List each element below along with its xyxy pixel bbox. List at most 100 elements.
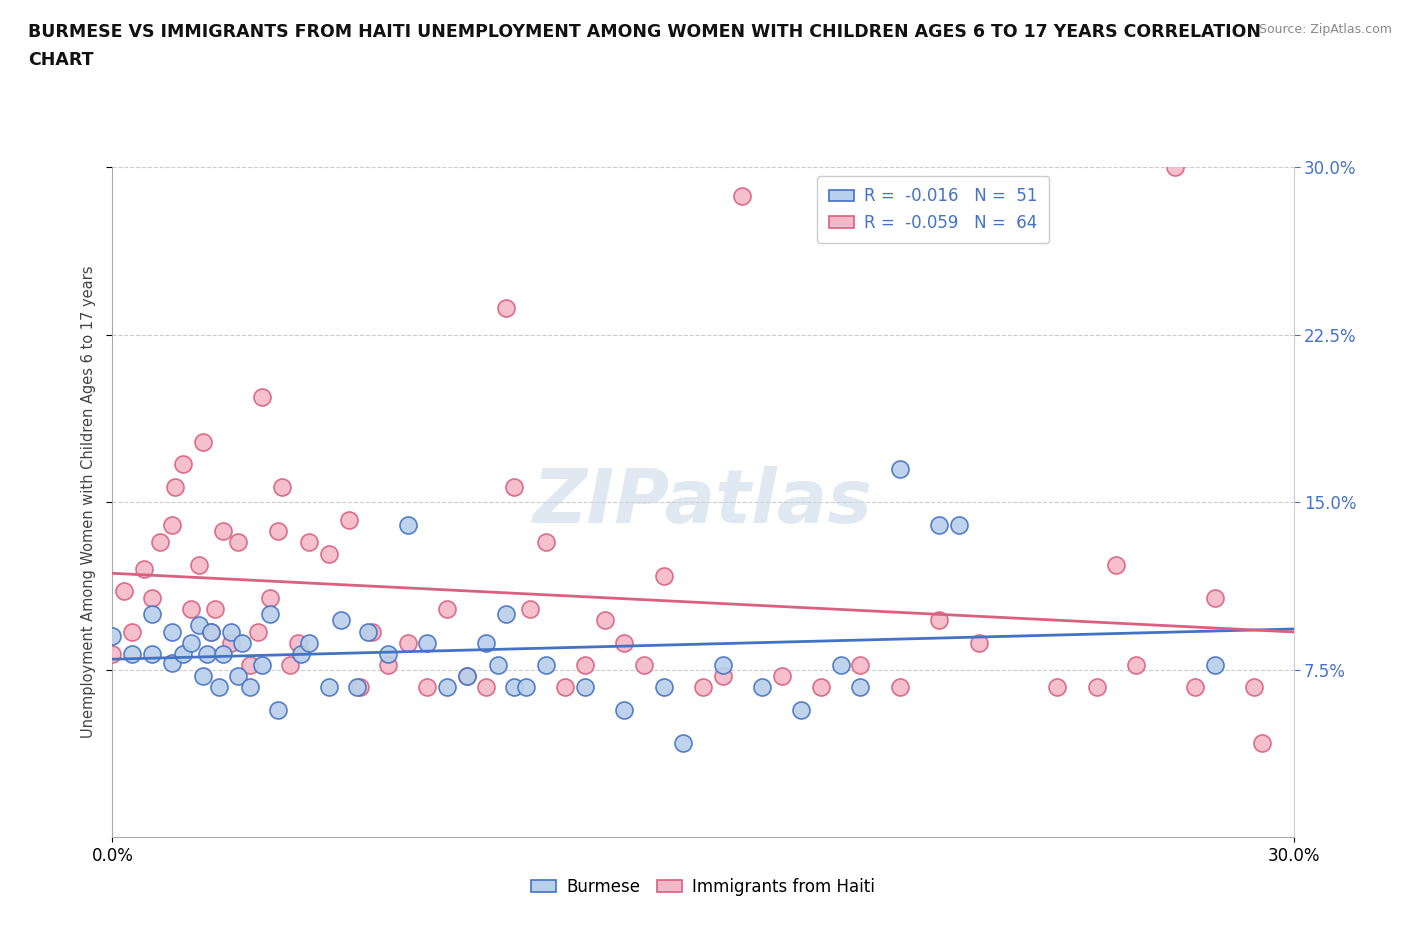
Point [928, 613, 950, 628]
Point [160, 624, 183, 639]
Point [121, 646, 143, 661]
Point [574, 680, 596, 695]
Point [141, 591, 163, 605]
Y-axis label: Unemployment Among Women with Children Ages 6 to 17 years: Unemployment Among Women with Children A… [80, 266, 96, 738]
Point [290, 646, 312, 661]
Point [416, 635, 439, 650]
Point [633, 658, 655, 672]
Point [267, 702, 290, 717]
Point [259, 591, 281, 605]
Point [247, 624, 270, 639]
Point [172, 646, 194, 661]
Point [1243, 680, 1265, 695]
Point [278, 658, 301, 672]
Point [1105, 557, 1128, 572]
Point [228, 669, 250, 684]
Point [486, 658, 509, 672]
Point [751, 680, 773, 695]
Point [219, 624, 242, 639]
Point [141, 606, 163, 621]
Point [211, 524, 233, 538]
Text: ZIPatlas: ZIPatlas [533, 466, 873, 538]
Point [180, 635, 202, 650]
Text: CHART: CHART [28, 51, 94, 69]
Point [456, 669, 478, 684]
Point [329, 613, 352, 628]
Point [361, 624, 384, 639]
Point [132, 562, 155, 577]
Point [574, 658, 596, 672]
Point [200, 624, 222, 639]
Point [967, 635, 990, 650]
Point [1046, 680, 1069, 695]
Point [121, 624, 143, 639]
Point [849, 680, 872, 695]
Point [101, 646, 124, 661]
Point [208, 680, 231, 695]
Point [593, 613, 616, 628]
Point [112, 584, 135, 599]
Point [377, 646, 399, 661]
Point [495, 606, 517, 621]
Point [250, 390, 273, 405]
Point [554, 680, 576, 695]
Point [396, 517, 419, 532]
Point [495, 300, 517, 315]
Point [456, 669, 478, 684]
Point [613, 702, 636, 717]
Point [889, 680, 911, 695]
Point [810, 680, 832, 695]
Point [337, 512, 360, 527]
Point [259, 606, 281, 621]
Point [165, 479, 187, 494]
Point [318, 680, 340, 695]
Point [191, 434, 214, 449]
Text: Source: ZipAtlas.com: Source: ZipAtlas.com [1258, 23, 1392, 36]
Point [928, 517, 950, 532]
Point [239, 680, 262, 695]
Point [191, 669, 214, 684]
Point [436, 680, 458, 695]
Point [770, 669, 793, 684]
Point [298, 535, 321, 550]
Point [211, 646, 233, 661]
Point [377, 658, 399, 672]
Point [849, 658, 872, 672]
Point [231, 635, 253, 650]
Point [1204, 591, 1226, 605]
Point [219, 635, 242, 650]
Point [475, 635, 498, 650]
Point [228, 535, 250, 550]
Point [613, 635, 636, 650]
Point [318, 546, 340, 561]
Point [1204, 658, 1226, 672]
Point [503, 479, 526, 494]
Point [396, 635, 419, 650]
Point [267, 524, 290, 538]
Text: BURMESE VS IMMIGRANTS FROM HAITI UNEMPLOYMENT AMONG WOMEN WITH CHILDREN AGES 6 T: BURMESE VS IMMIGRANTS FROM HAITI UNEMPLO… [28, 23, 1261, 41]
Point [692, 680, 714, 695]
Point [180, 602, 202, 617]
Point [287, 635, 309, 650]
Point [1164, 160, 1187, 175]
Point [515, 680, 537, 695]
Point [948, 517, 970, 532]
Point [346, 680, 368, 695]
Point [172, 457, 194, 472]
Point [416, 680, 439, 695]
Point [1184, 680, 1206, 695]
Point [195, 646, 218, 661]
Point [534, 658, 557, 672]
Point [349, 680, 371, 695]
Point [270, 479, 292, 494]
Point [436, 602, 458, 617]
Point [250, 658, 273, 672]
Point [1085, 680, 1108, 695]
Point [889, 461, 911, 476]
Point [1251, 736, 1274, 751]
Point [672, 736, 695, 751]
Point [101, 629, 124, 644]
Point [239, 658, 262, 672]
Point [731, 189, 754, 204]
Point [298, 635, 321, 650]
